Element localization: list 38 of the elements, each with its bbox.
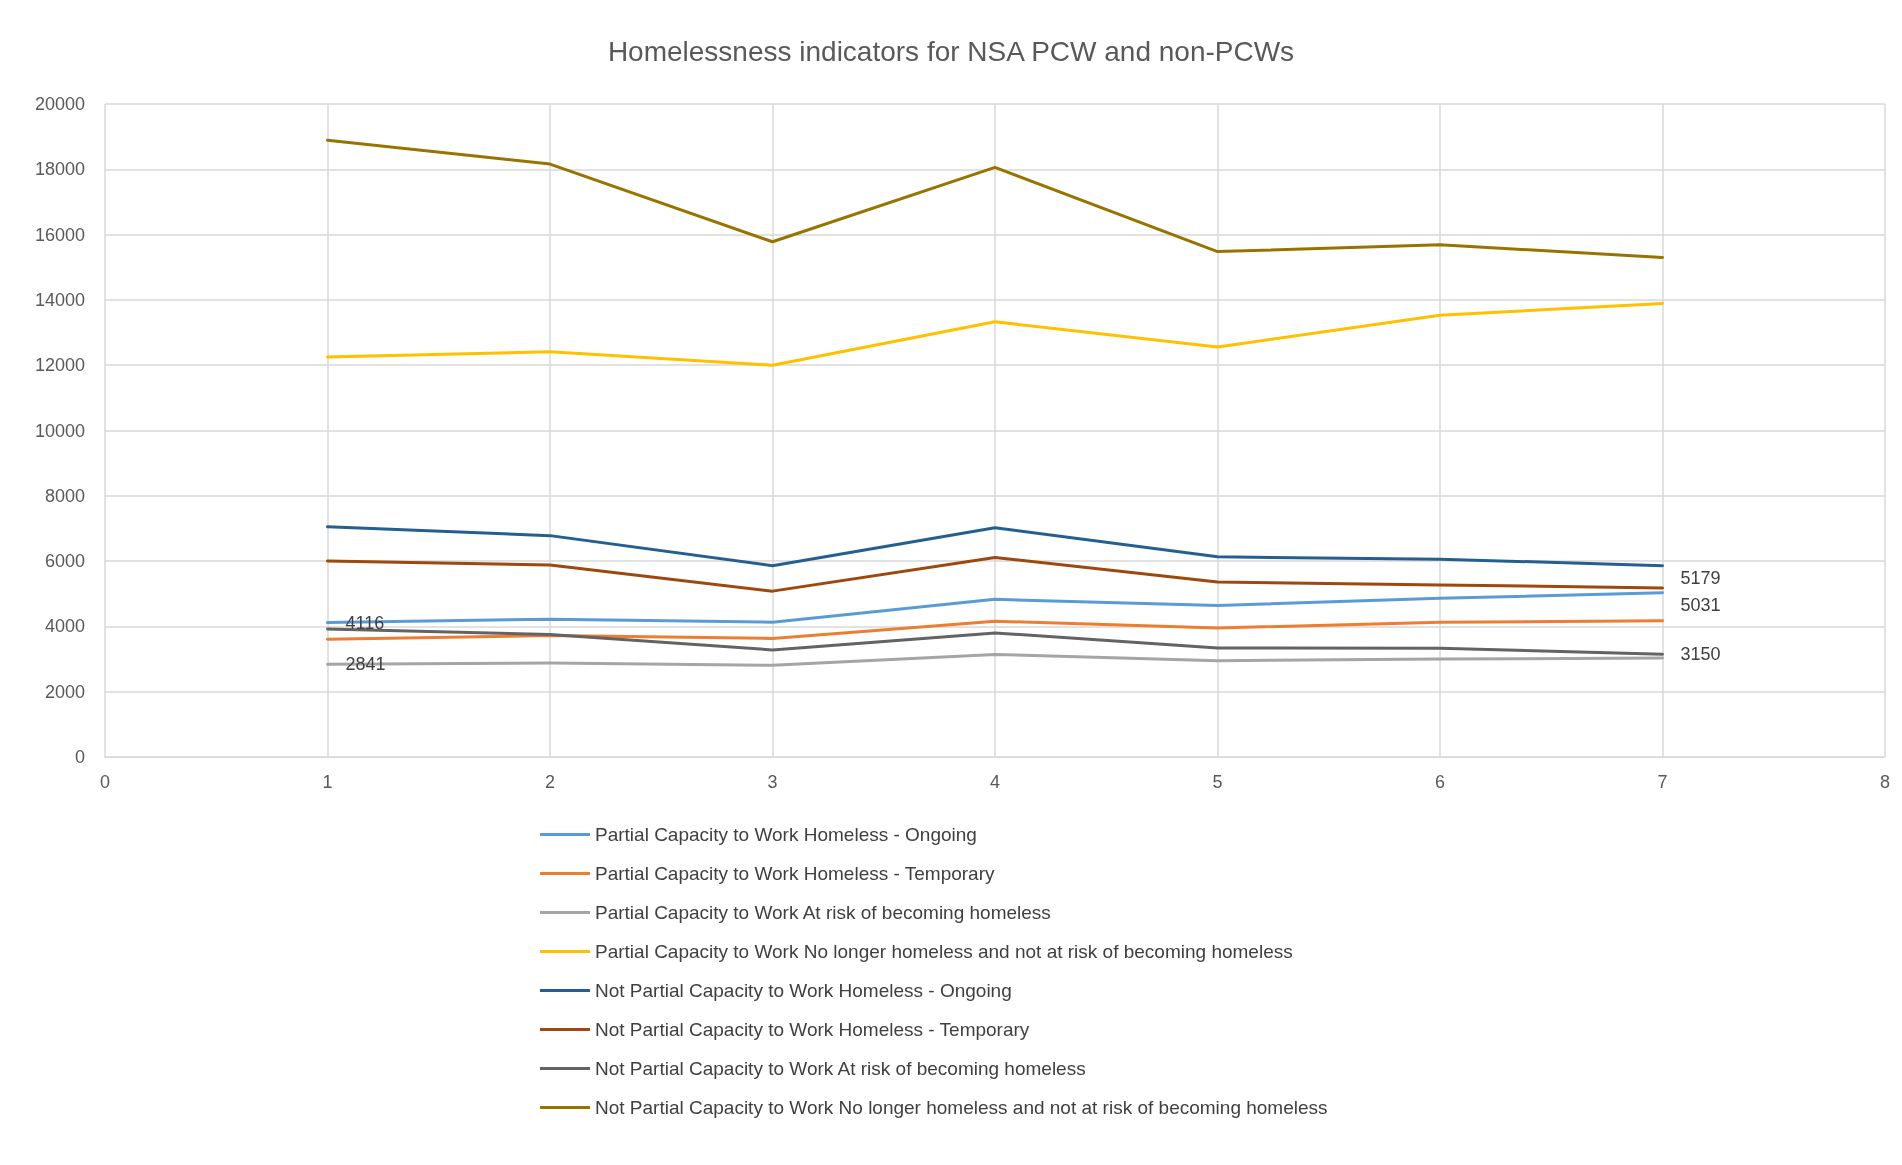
chart-title: Homelessness indicators for NSA PCW and non-PCWs [607,35,1295,67]
legend-label: Not Partial Capacity to Work At risk of becoming homeless [595,1058,1086,1079]
x-tick-label: 5 [1212,772,1223,792]
x-tick-label: 2 [544,772,556,792]
y-tick-label: 10000 [34,420,85,441]
y-tick-label: 4000 [44,616,85,637]
data-label: 3150 [1680,644,1721,665]
x-tick-label: 7 [1657,772,1668,792]
legend-label: Partial Capacity to Work No longer homeless and not at risk of becoming homeless [595,941,1293,962]
legend-label: Not Partial Capacity to Work Homeless - Temporary [595,1019,1030,1040]
line-series [326,138,1664,259]
line-series [326,556,1664,593]
x-tick-label: 0 [99,772,111,792]
legend-label: Not Partial Capacity to Work No longer homeless and not at risk of becoming homeless [595,1097,1328,1118]
line-series [326,525,1664,568]
y-tick-label: 20000 [34,94,85,114]
x-tick-label: 1 [322,772,333,792]
y-tick-label: 16000 [34,224,85,245]
line-series [326,627,1664,656]
y-tick-label: 8000 [44,485,85,506]
legend-label: Partial Capacity to Work Homeless - Ongoing [595,824,977,845]
x-tick-label: 4 [989,772,1001,792]
y-tick-label: 14000 [34,289,85,310]
x-tick-label: 3 [767,772,778,792]
y-tick-label: 0 [74,747,85,767]
y-tick-label: 6000 [44,551,85,572]
y-tick-label: 2000 [44,681,85,702]
legend-label: Not Partial Capacity to Work Homeless - Ongoing [595,980,1012,1001]
x-tick-label: 6 [1434,772,1446,792]
data-label: 5179 [1680,567,1721,588]
line-series [326,301,1664,367]
legend-label: Partial Capacity to Work Homeless - Temporary [595,863,995,884]
data-label: 5031 [1680,594,1721,615]
y-tick-label: 12000 [34,355,85,376]
x-tick-label: 8 [1879,772,1891,792]
y-tick-label: 18000 [34,159,85,180]
legend-label: Partial Capacity to Work At risk of becoming homeless [595,902,1051,923]
data-label: 2841 [345,654,386,675]
